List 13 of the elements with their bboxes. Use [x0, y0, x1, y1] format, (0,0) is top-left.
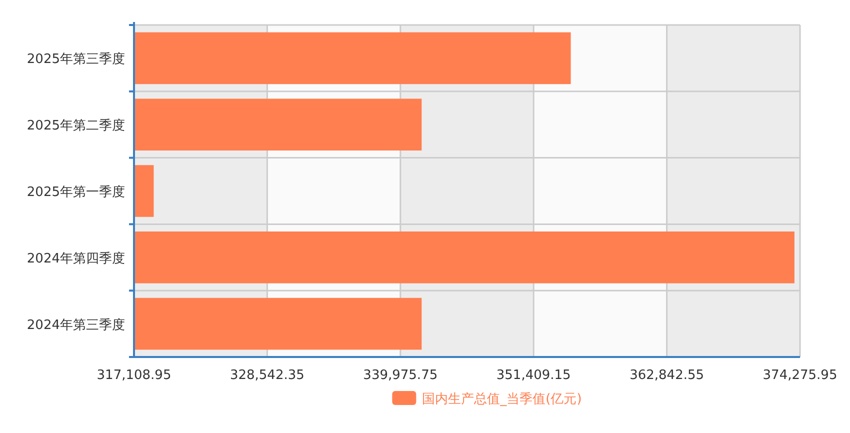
x-tick-label: 339,975.75	[363, 368, 438, 383]
y-tick-label: 2025年第三季度	[26, 51, 125, 68]
x-tick-label: 351,409.15	[496, 368, 571, 383]
x-tick-label: 374,275.95	[762, 368, 838, 383]
x-tick-label: 362,842.55	[630, 368, 704, 383]
x-tick-label: 328,542.35	[230, 368, 304, 383]
legend: 国内生产总值_当季值(亿元)	[392, 391, 582, 407]
y-tick-label: 2025年第二季度	[26, 118, 125, 134]
legend-label: 国内生产总值_当季值(亿元)	[422, 392, 582, 407]
y-tick-label: 2025年第一季度	[26, 184, 125, 200]
y-tick-label: 2024年第四季度	[26, 250, 125, 266]
x-tick-label: 317,108.95	[96, 368, 172, 383]
y-tick-label: 2024年第三季度	[26, 316, 125, 333]
